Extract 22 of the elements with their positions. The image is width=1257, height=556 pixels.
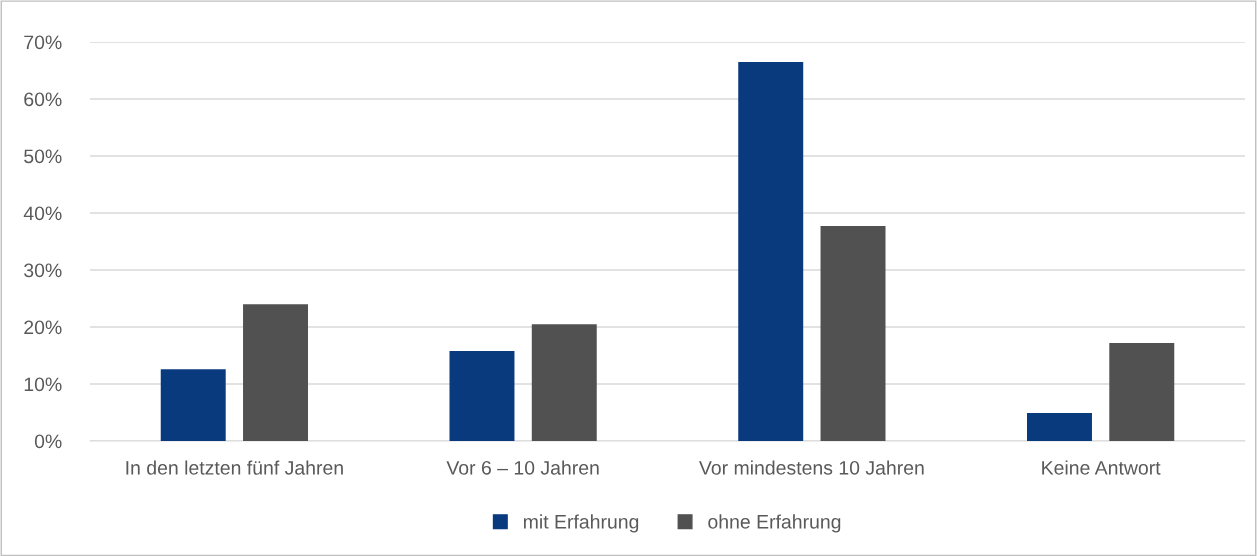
y-tick-label: 70% xyxy=(24,35,62,50)
y-tick-label: 60% xyxy=(24,92,62,107)
bar xyxy=(820,226,886,441)
bar xyxy=(1026,413,1092,441)
x-tick-label: Keine Antwort xyxy=(1042,460,1161,475)
legend-label: ohne Erfahrung xyxy=(708,514,841,533)
y-tick-label: 50% xyxy=(24,149,62,164)
bar xyxy=(1109,342,1175,441)
bar xyxy=(738,61,804,441)
y-tick-label: 10% xyxy=(24,377,62,392)
y-tick-label: 30% xyxy=(24,263,62,278)
bar xyxy=(449,350,515,441)
bar xyxy=(531,324,597,441)
y-tick-label: 20% xyxy=(24,320,62,335)
x-tick-label: Vor 6 – 10 Jahren xyxy=(446,460,599,475)
y-tick-label: 40% xyxy=(23,206,62,221)
bar xyxy=(243,304,309,441)
bar xyxy=(160,369,226,441)
y-tick-label: 0% xyxy=(34,434,62,449)
legend-label: mit Erfahrung xyxy=(523,514,639,533)
x-tick-label: In den letzten fünf Jahren xyxy=(126,460,343,475)
x-tick-label: Vor mindestens 10 Jahren xyxy=(699,460,924,475)
